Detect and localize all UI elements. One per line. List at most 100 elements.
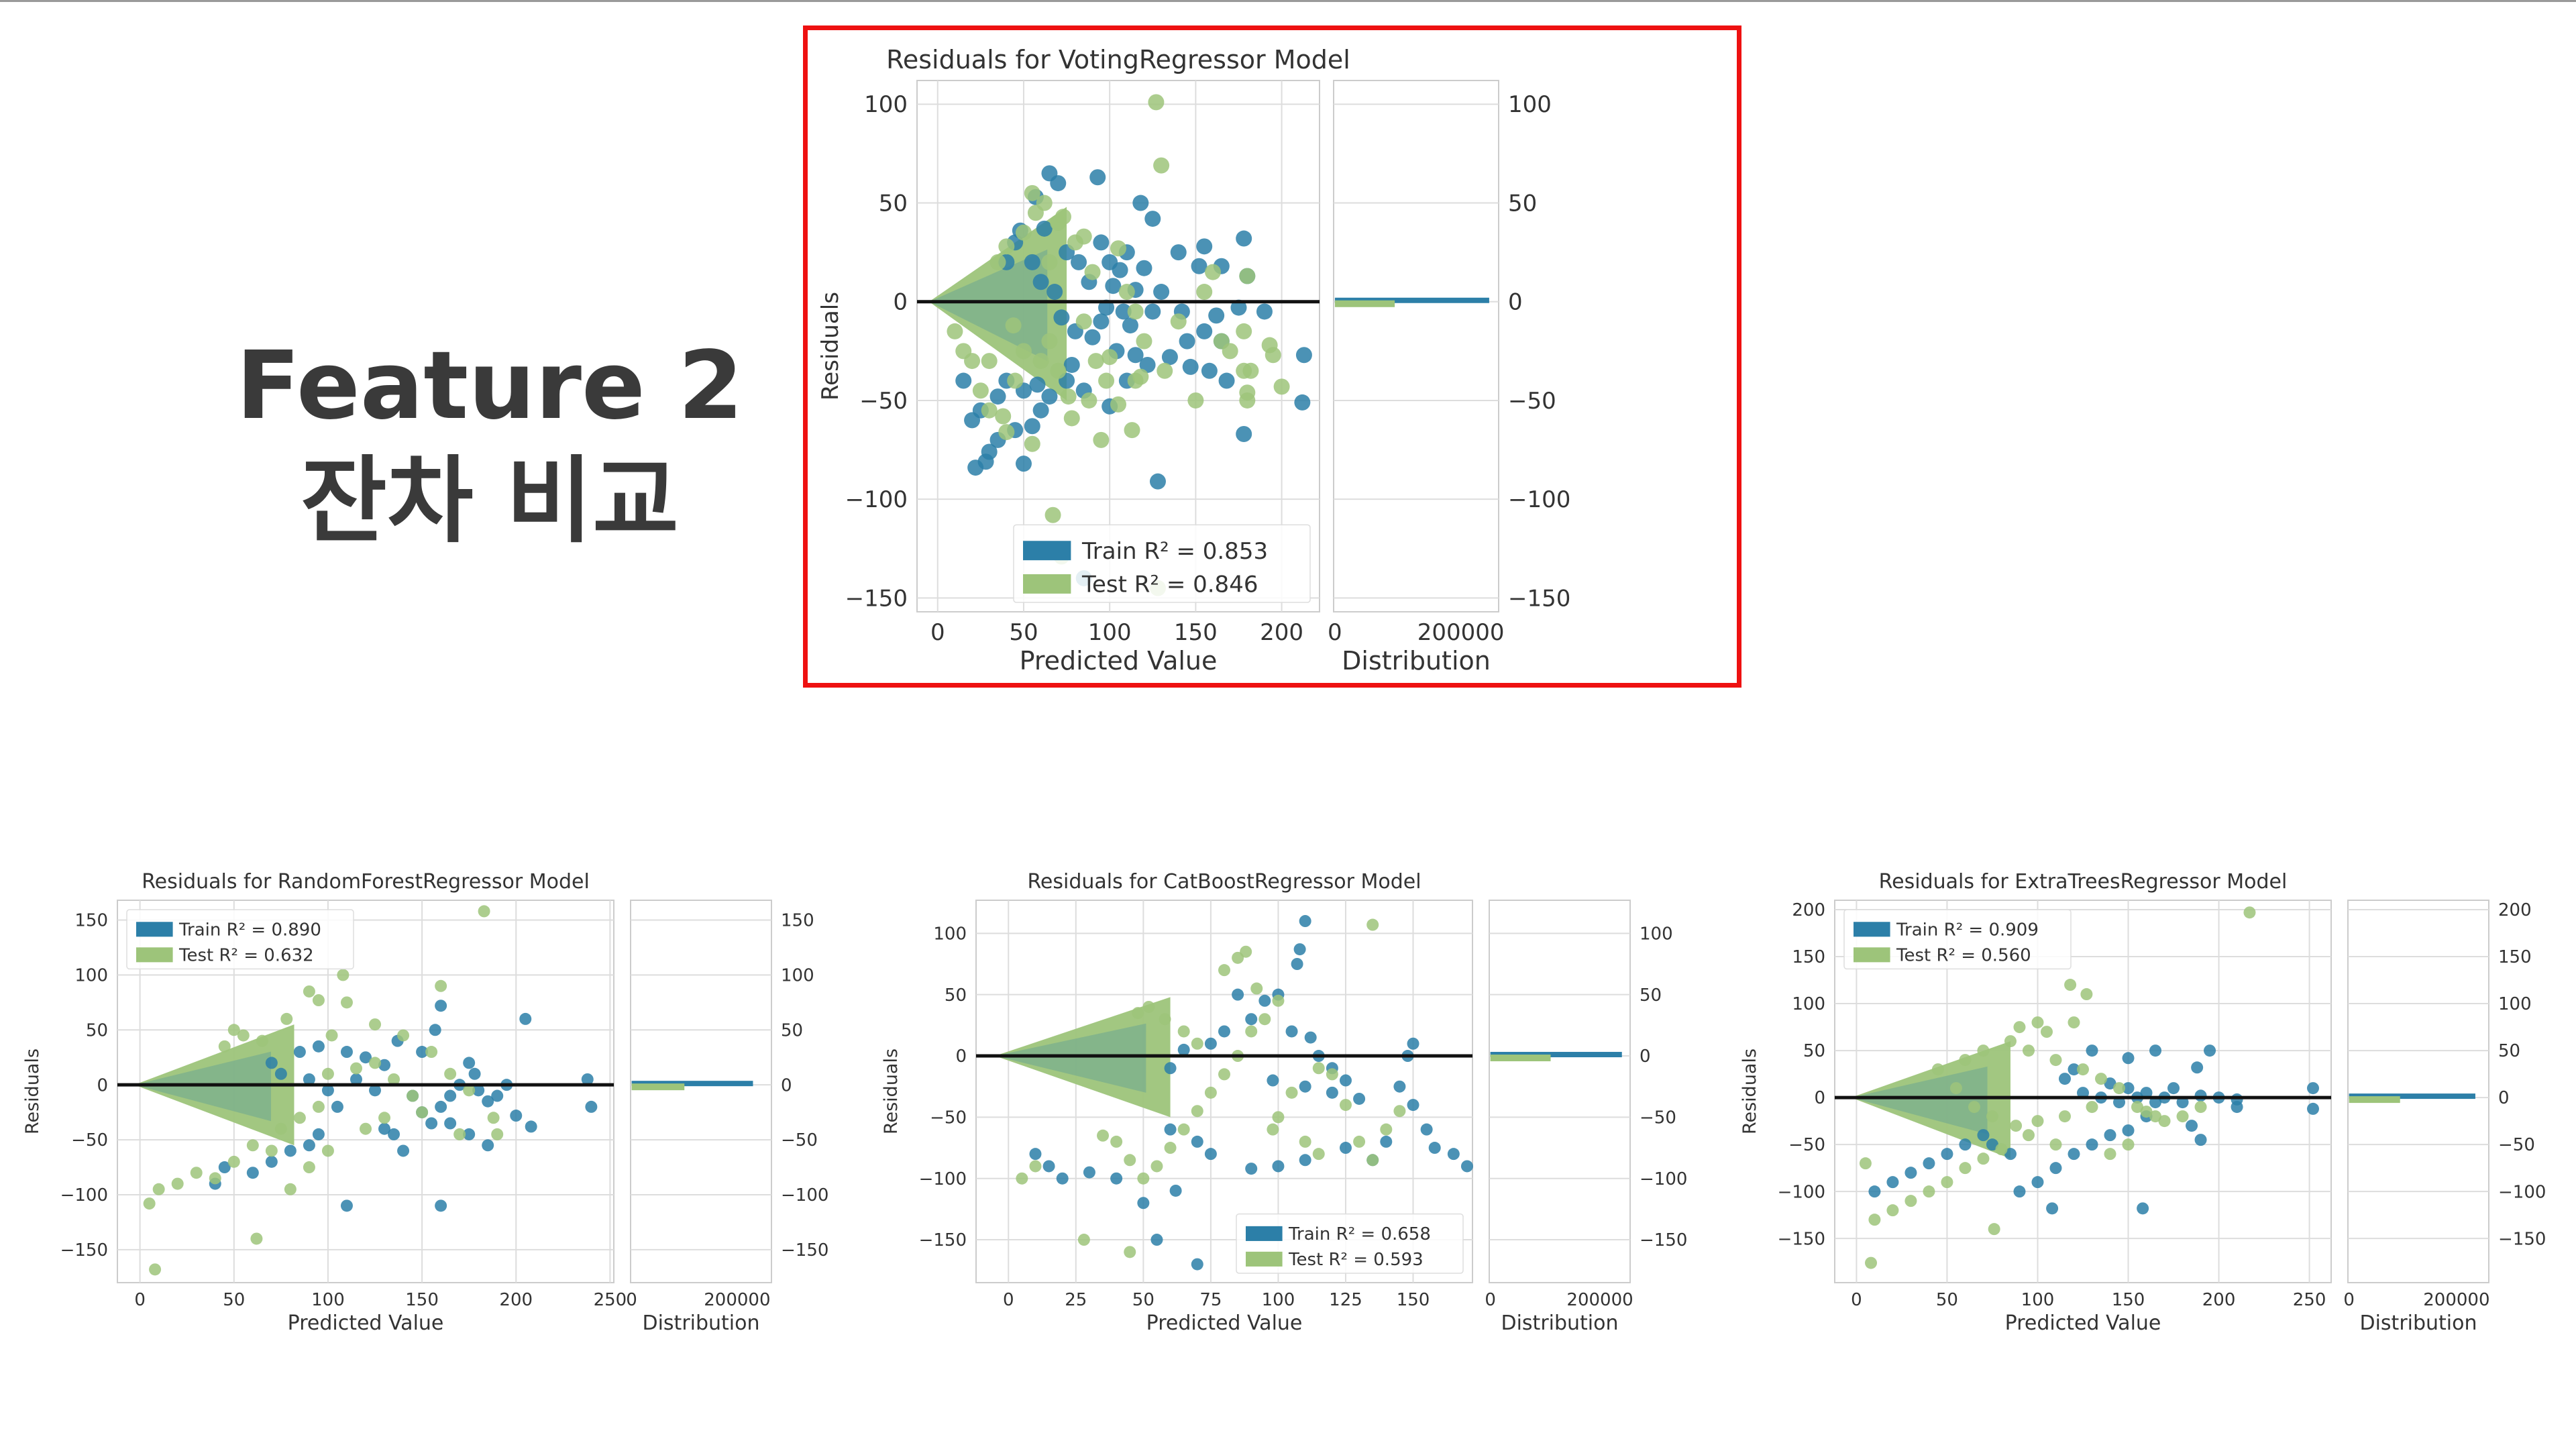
test-point [1393,1105,1406,1118]
test-point [1084,264,1101,280]
test-point [369,1018,382,1031]
y-tick-label: 100 [74,965,108,985]
heading-line-2: 잔차 비교 [301,447,679,556]
test-point [1931,1063,1944,1076]
legend-box [1013,524,1311,603]
test-point [2140,1106,2153,1118]
test-point [1132,368,1149,385]
right-y-tick-label: 150 [781,911,814,931]
heading-line-1: Feature 2 [235,331,744,441]
legend-swatch-train [1246,1226,1283,1241]
test-point [981,353,998,370]
train-point [2122,1124,2135,1137]
test-point [1164,1142,1177,1155]
train-point [1056,1172,1069,1185]
train-point [1170,244,1187,261]
train-point [218,1161,231,1174]
test-point [1050,214,1067,231]
test-point [2049,1138,2062,1151]
legend-test-label: Test R² = 0.846 [1081,571,1258,598]
train-point [1258,994,1271,1007]
train-point [1042,1160,1055,1173]
distribution-x-tick-label: 200000 [1566,1290,1633,1310]
train-point [468,1067,481,1080]
y-axis-label: Residuals [881,1049,902,1134]
train-point [1447,1148,1460,1161]
test-point [1067,234,1083,251]
test-point [989,254,1006,270]
test-point [1029,1160,1042,1173]
train-point [435,1199,447,1212]
main-plot-area [916,80,1320,612]
x-tick-label: 150 [1174,619,1218,646]
x-tick-label: 200 [2202,1290,2236,1310]
train-point [388,1128,400,1140]
test-point [1886,1204,1899,1217]
catboost-residuals-chart: Residuals for CatBoostRegressor Model 0 25… [881,870,1687,1335]
right-y-tick-label: −150 [781,1240,828,1260]
y-tick-label: −100 [1778,1182,1825,1202]
train-point [1182,358,1199,375]
x-tick-label: 200 [1260,619,1303,646]
test-point [1239,392,1256,409]
train-point [1105,278,1122,294]
right-y-tick-label: −50 [781,1130,818,1150]
test-point [2077,1063,2089,1076]
train-point [303,1073,315,1085]
train-point [2306,1082,2319,1095]
x-tick-label: 75 [1199,1290,1222,1310]
test-point [1124,1246,1136,1258]
train-point [519,1012,532,1025]
distribution-axis-label: Distribution [2359,1311,2477,1335]
y-tick-label: −100 [60,1185,108,1205]
distribution-test-bar [1334,300,1395,307]
train-point [977,453,994,470]
test-point [1272,994,1285,1007]
test-point [1904,1195,1917,1208]
train-point [2013,1185,2026,1198]
legend-swatch-test [1023,574,1071,594]
train-point [350,1073,362,1085]
test-point [478,905,490,918]
test-point [2058,1110,2071,1123]
x-tick-label: 150 [2112,1290,2145,1310]
train-point [1164,1062,1177,1075]
test-point [2158,1115,2171,1128]
highlight-box [803,25,1741,688]
test-point [1110,396,1126,413]
test-point [1063,410,1080,427]
train-point [1236,426,1252,443]
x-tick-label: 0 [1003,1290,1014,1310]
train-point [1191,1135,1203,1148]
test-point [2122,1138,2135,1151]
train-point [1196,238,1213,255]
test-point [2104,1148,2116,1161]
test-point [1077,1234,1090,1246]
train-point [429,1024,441,1036]
page-heading: Feature 2 잔차 비교 [221,329,758,559]
right-y-tick-label: −50 [2498,1135,2535,1155]
train-point [1407,1037,1419,1050]
train-point [1089,169,1106,186]
test-point [1041,254,1058,270]
distribution-axis-label: Distribution [1501,1311,1618,1335]
chart-title: Residuals for CatBoostRegressor Model [1027,870,1421,894]
test-point [274,1122,287,1135]
test-point [1968,1101,1980,1114]
train-point [1267,1074,1279,1087]
test-point [2040,1026,2053,1038]
test-point [1204,1086,1217,1099]
x-tick-label: 50 [1936,1290,1958,1310]
test-point [1142,1000,1155,1013]
train-point [360,1051,372,1064]
train-point [1083,1166,1095,1179]
x-tick-label: 150 [1397,1290,1430,1310]
train-point [2086,1044,2098,1057]
train-point [397,1144,410,1157]
right-y-tick-label: −150 [1508,585,1570,612]
train-point [1164,1123,1177,1136]
test-point [2031,1115,2044,1128]
test-point [955,343,972,360]
train-point [463,1057,476,1069]
test-point [388,1073,400,1085]
